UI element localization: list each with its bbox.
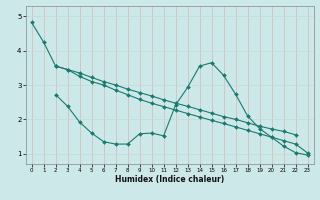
X-axis label: Humidex (Indice chaleur): Humidex (Indice chaleur) <box>115 175 224 184</box>
